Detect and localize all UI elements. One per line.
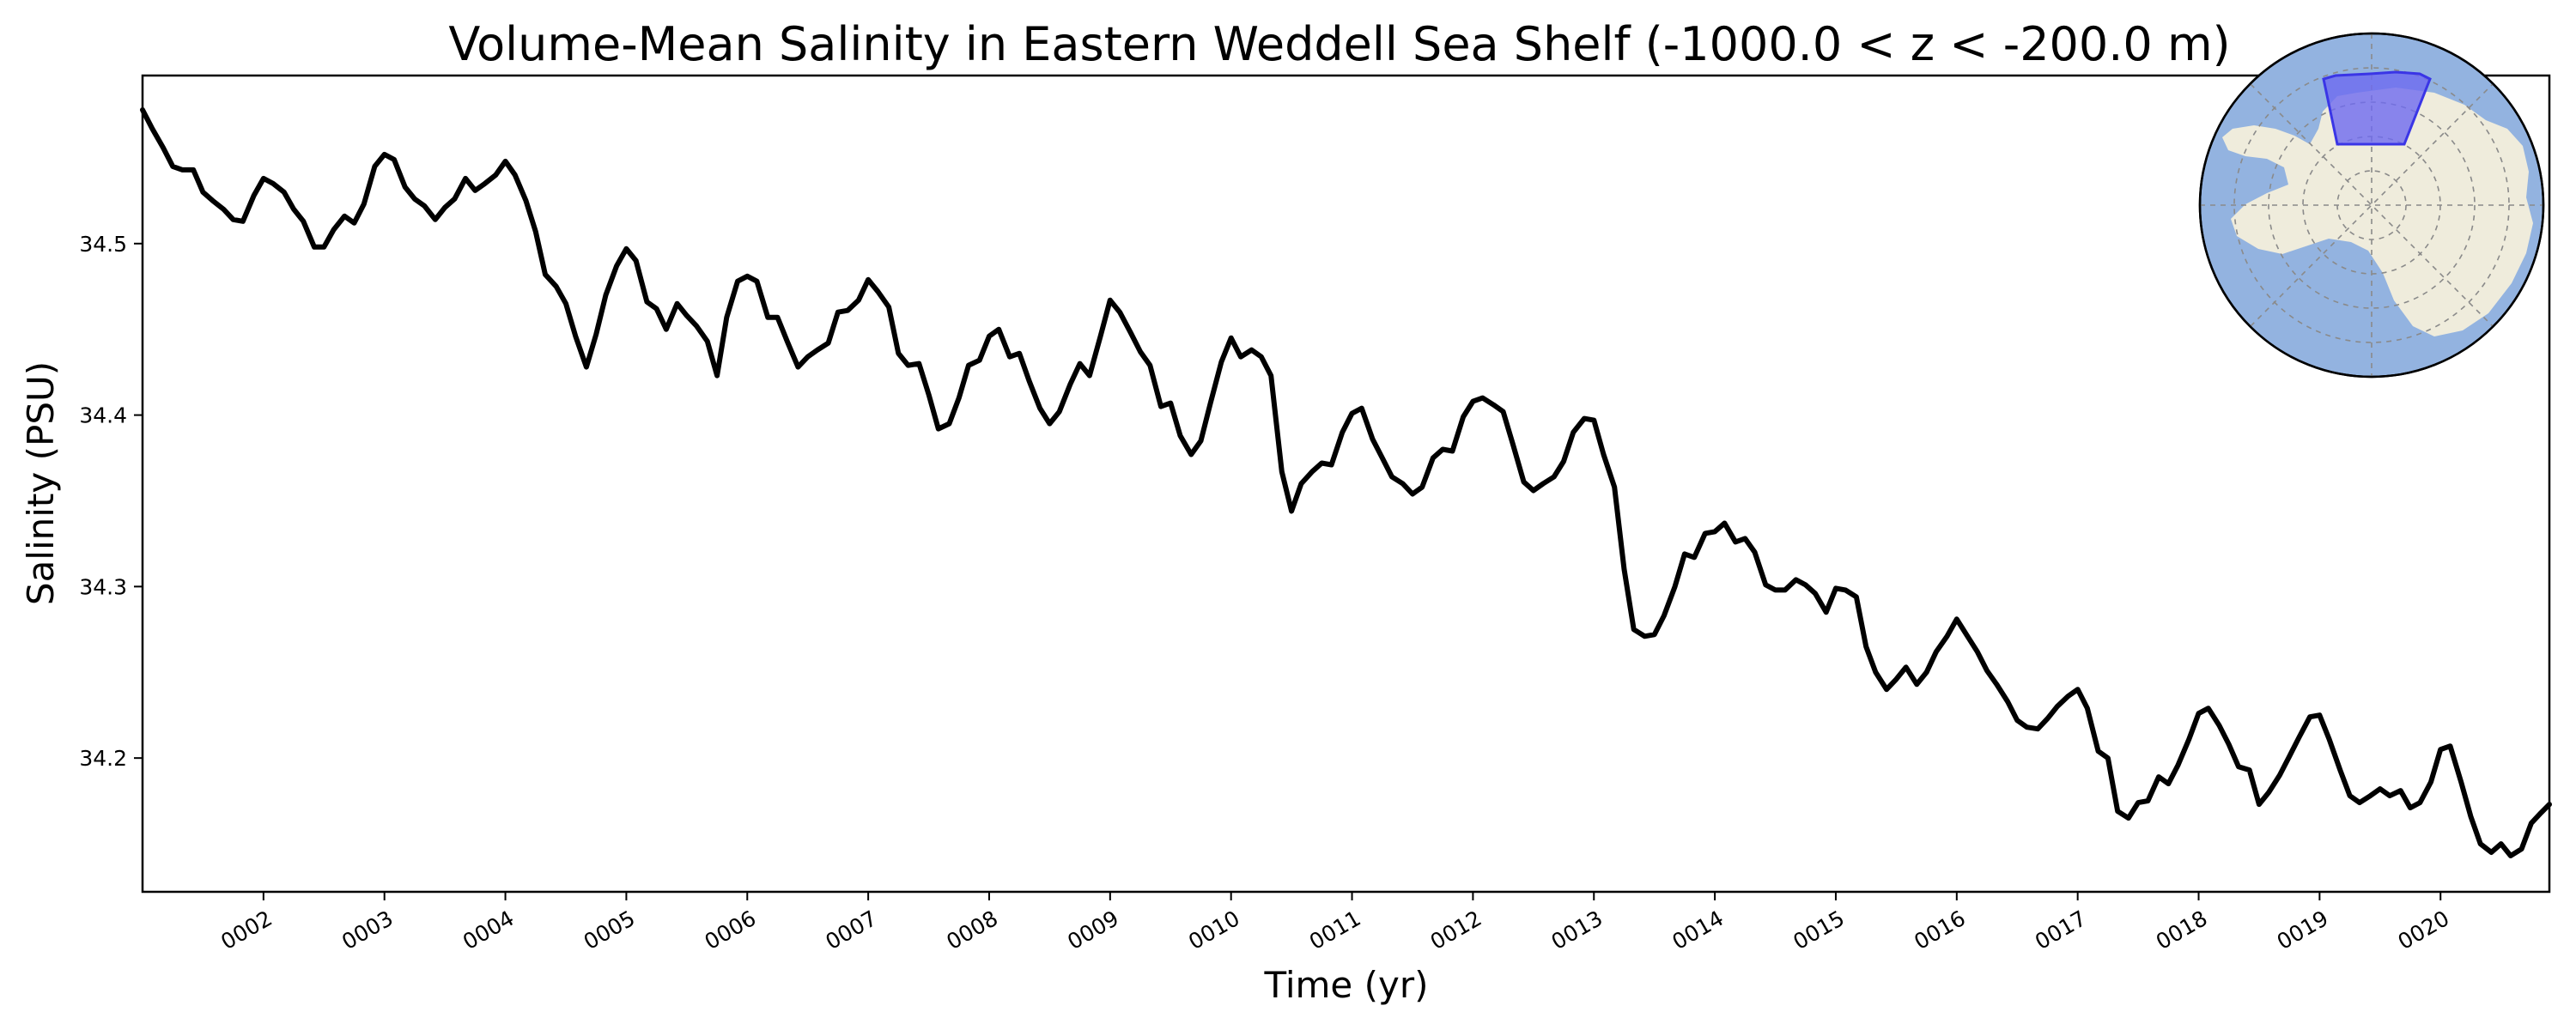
x-tick-label: 0020 <box>2394 906 2454 954</box>
plot-area <box>140 74 2552 894</box>
x-axis-ticks: 0002 0003 0004 0005 0006 0007 0008 0009 0010 0011… <box>216 892 2453 954</box>
y-tick-label: 34.4 <box>79 403 127 428</box>
x-tick-label: 0008 <box>942 906 1002 954</box>
x-tick-label: 0007 <box>822 906 882 954</box>
antarctica-inset-map <box>2198 32 2545 379</box>
y-tick-label: 34.5 <box>79 232 127 257</box>
y-axis-ticks: 34.2 34.3 34.4 34.5 <box>79 232 143 771</box>
antarctica-landmass <box>2222 88 2533 336</box>
x-tick-label: 0014 <box>1668 906 1728 954</box>
x-axis-label: Time (yr) <box>1263 964 1428 1006</box>
eastern-weddell-region <box>2322 70 2432 146</box>
x-tick-label: 0003 <box>337 906 398 954</box>
y-axis-label: Salinity (PSU) <box>20 361 62 605</box>
x-tick-label: 0013 <box>1547 906 1607 954</box>
plot-frame <box>141 74 2551 894</box>
x-tick-label: 0017 <box>2031 906 2091 954</box>
x-tick-label: 0015 <box>1789 906 1849 954</box>
salinity-series-line <box>140 107 2552 858</box>
x-tick-label: 0009 <box>1063 906 1123 954</box>
x-tick-label: 0019 <box>2273 906 2333 954</box>
y-tick-label: 34.2 <box>79 746 127 771</box>
x-tick-label: 0002 <box>216 906 276 954</box>
x-tick-label: 0012 <box>1426 906 1486 954</box>
x-tick-label: 0006 <box>701 906 761 954</box>
y-tick-label: 34.3 <box>79 574 127 599</box>
x-tick-label: 0010 <box>1184 906 1244 954</box>
x-tick-label: 0016 <box>1910 906 1970 954</box>
x-tick-label: 0011 <box>1305 906 1365 954</box>
x-tick-label: 0018 <box>2152 906 2212 954</box>
x-tick-label: 0004 <box>459 906 519 954</box>
chart-title: Volume-Mean Salinity in Eastern Weddell … <box>448 17 2230 71</box>
x-tick-label: 0005 <box>580 906 640 954</box>
